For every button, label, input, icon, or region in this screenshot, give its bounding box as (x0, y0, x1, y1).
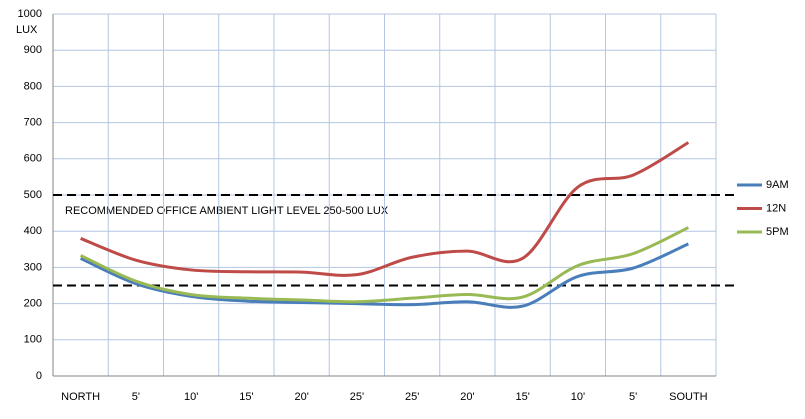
x-tick-label: NORTH (61, 391, 100, 403)
annotation: RECOMMENDED OFFICE AMBIENT LIGHT LEVEL 2… (65, 205, 389, 217)
x-tick-label: 25' (405, 391, 419, 403)
x-tick-label: 5' (132, 391, 140, 403)
x-tick-label: SOUTH (669, 391, 708, 403)
x-tick-label: 10' (184, 391, 198, 403)
y-tick-label: 0 (36, 370, 42, 382)
y-tick-label: 900 (24, 44, 42, 56)
y-tick-label: 400 (24, 225, 42, 237)
y-tick-label: 700 (24, 117, 42, 129)
x-tick-label: 25' (350, 391, 364, 403)
legend-label: 5PM (766, 226, 789, 238)
x-tick-label: 15' (239, 391, 253, 403)
y-tick-label: 300 (24, 261, 42, 273)
series-line (79, 226, 690, 304)
series-line (80, 141, 690, 277)
y-tick-label: 500 (24, 189, 42, 201)
x-tick-label: 15' (515, 391, 529, 403)
y-axis-label: LUX (16, 24, 38, 36)
y-tick-label: 800 (24, 80, 42, 92)
y-tick-label: 100 (24, 334, 42, 346)
legend-label: 12N (766, 202, 786, 214)
y-tick-label: 200 (24, 298, 42, 310)
y-tick-label: 600 (24, 153, 42, 165)
x-tick-label: 5' (629, 391, 637, 403)
series-line (79, 242, 689, 309)
y-tick-label: 1000 (18, 8, 42, 20)
x-tick-label: 20' (460, 391, 474, 403)
legend-label: 9AM (766, 179, 789, 191)
x-tick-label: 10' (571, 391, 585, 403)
x-tick-label: 20' (294, 391, 308, 403)
